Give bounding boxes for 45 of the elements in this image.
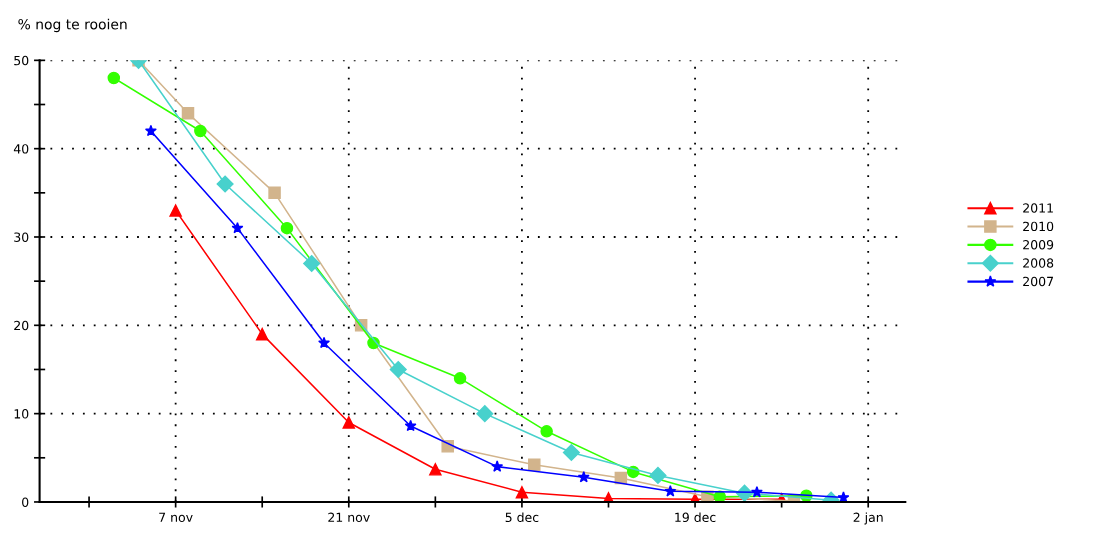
x-tick-label: 21 nov bbox=[328, 512, 370, 523]
legend-label: 2008 bbox=[1023, 258, 1054, 268]
legend-label: 2009 bbox=[1023, 239, 1054, 250]
point bbox=[303, 254, 321, 273]
point bbox=[515, 485, 529, 499]
point bbox=[577, 470, 590, 483]
x-tick-label: 19 dec bbox=[675, 512, 716, 523]
point bbox=[404, 419, 417, 432]
point bbox=[389, 360, 407, 379]
x-tick-label: 5 dec bbox=[505, 512, 539, 523]
y-tick-label: 40 bbox=[13, 144, 29, 154]
x-tick-label: 2 jan bbox=[853, 512, 883, 525]
point bbox=[181, 107, 195, 120]
point bbox=[216, 175, 234, 193]
point bbox=[342, 416, 356, 429]
x-tick-label: 7 nov bbox=[159, 512, 193, 523]
legend-label: 2010 bbox=[1023, 221, 1054, 232]
point bbox=[107, 71, 121, 85]
y-tick-label: 0 bbox=[22, 497, 29, 507]
y-tick-label: 50 bbox=[14, 55, 29, 66]
point bbox=[169, 204, 182, 217]
point bbox=[750, 485, 763, 498]
y-tick-label: 30 bbox=[14, 232, 29, 242]
point bbox=[318, 336, 331, 349]
point bbox=[491, 460, 504, 472]
point bbox=[268, 186, 281, 200]
legend-label: 2011 bbox=[1023, 203, 1053, 213]
point bbox=[540, 425, 553, 438]
point bbox=[280, 221, 294, 235]
point bbox=[144, 124, 157, 137]
point bbox=[255, 327, 269, 341]
point bbox=[562, 443, 580, 462]
y-tick-label: 20 bbox=[14, 320, 29, 331]
legend-label: 2007 bbox=[1023, 276, 1053, 287]
y-tick-label: 10 bbox=[14, 409, 29, 419]
point bbox=[528, 458, 541, 472]
point bbox=[837, 491, 850, 502]
point bbox=[231, 221, 244, 234]
y-axis-title: % nog te rooien bbox=[18, 18, 127, 33]
point bbox=[429, 463, 442, 476]
point bbox=[664, 485, 677, 497]
point bbox=[476, 405, 494, 423]
point bbox=[649, 466, 667, 485]
point bbox=[194, 124, 207, 138]
point bbox=[453, 372, 467, 385]
